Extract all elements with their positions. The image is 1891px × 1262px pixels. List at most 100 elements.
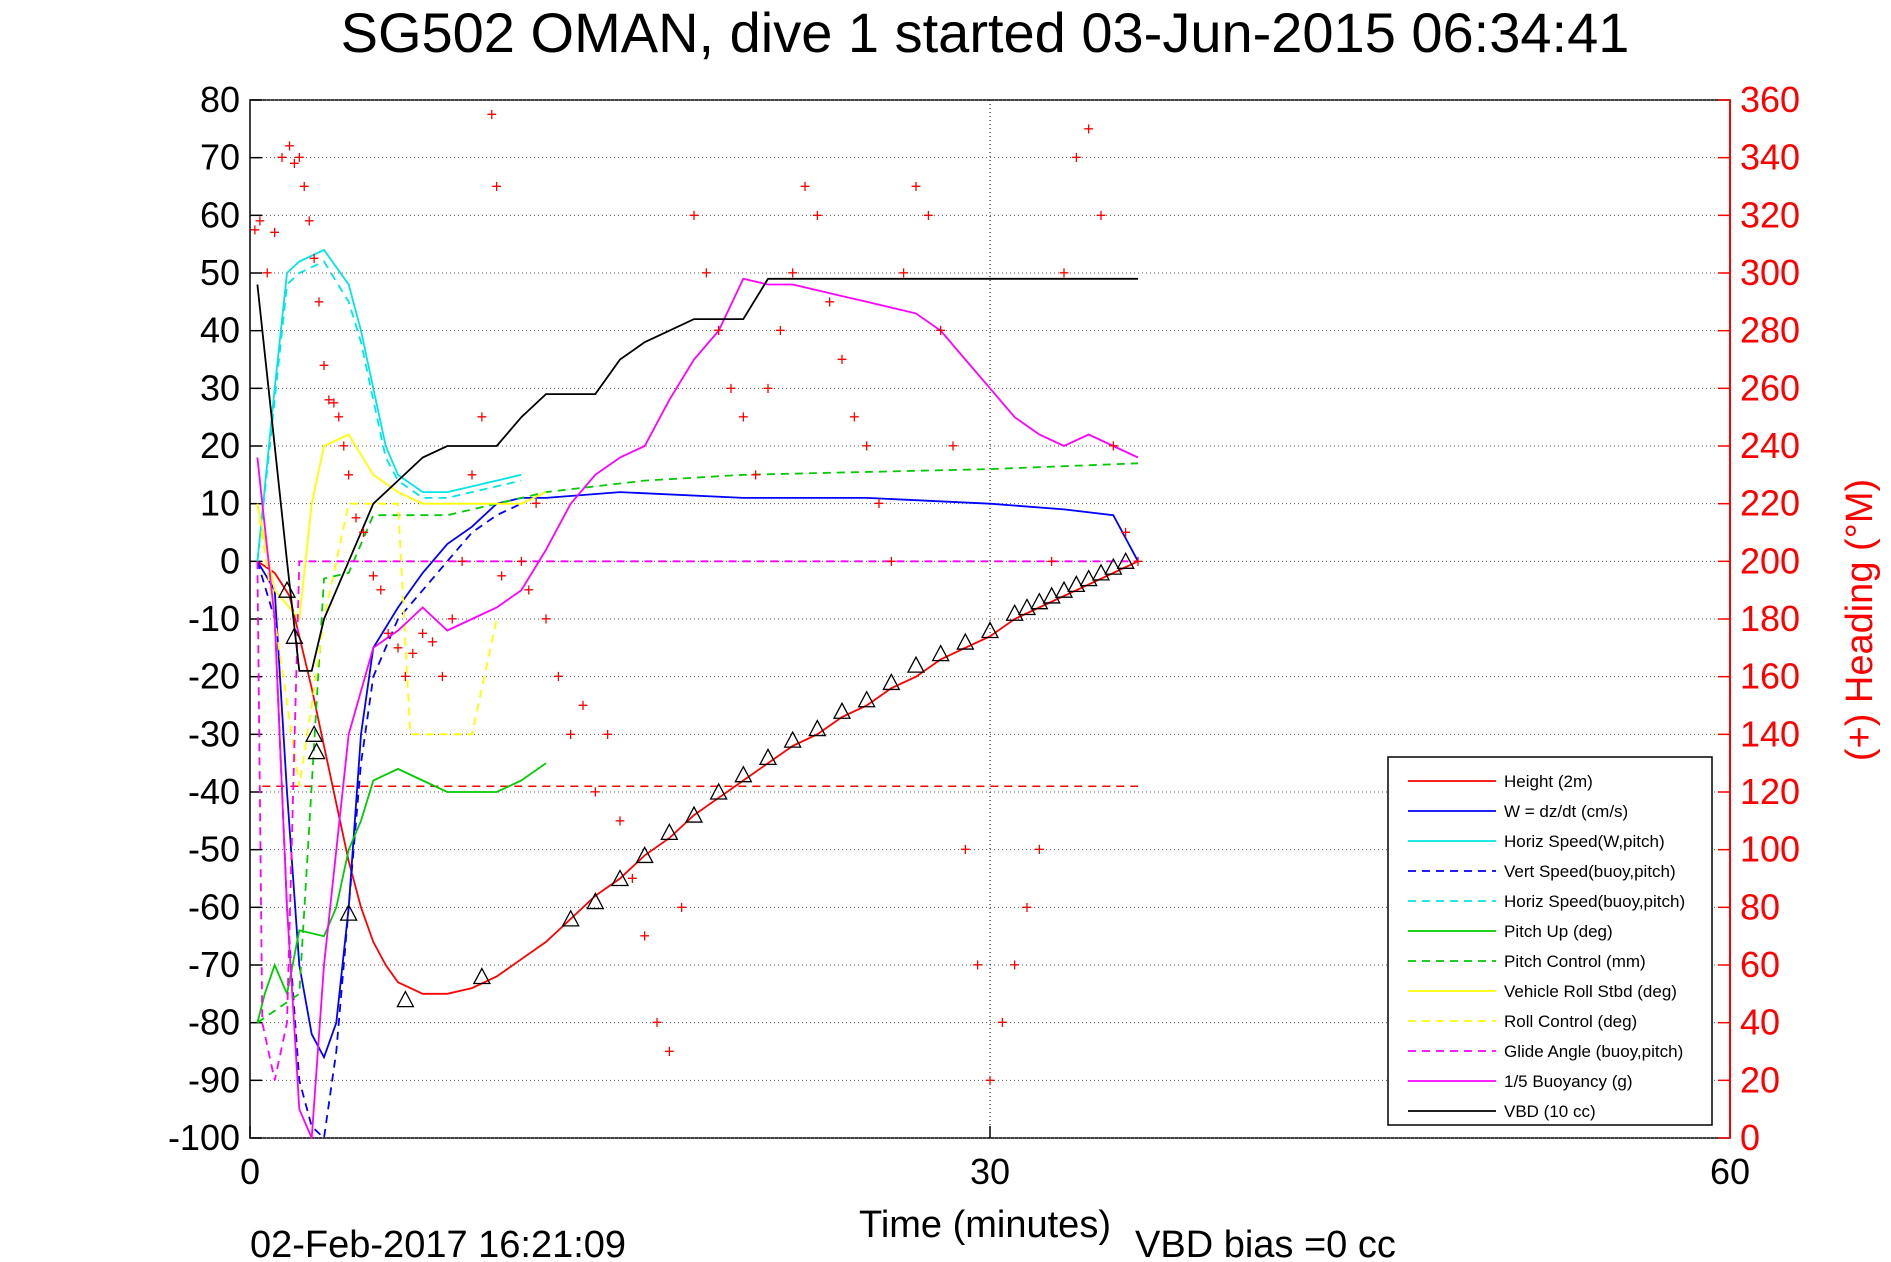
- heading-point: +: [812, 205, 823, 225]
- heading-point: +: [437, 667, 448, 687]
- series-line: [256, 560, 1139, 995]
- triangle-marker: [561, 909, 580, 927]
- heading-point: +: [400, 667, 411, 687]
- series-line: [256, 762, 547, 1023]
- heading-point: +: [824, 292, 835, 312]
- legend-label: Height (2m): [1504, 772, 1593, 791]
- heading-point: +: [368, 566, 379, 586]
- triangle-marker: [808, 719, 827, 737]
- heading-point: +: [615, 811, 626, 831]
- heading-point: +: [1096, 205, 1107, 225]
- heading-point: +: [837, 350, 848, 370]
- y-tick-label: -10: [188, 598, 240, 639]
- heading-point: +: [314, 292, 325, 312]
- x-tick-label: 30: [970, 1151, 1010, 1192]
- heading-point: +: [750, 465, 761, 485]
- triangle-marker: [956, 632, 975, 650]
- legend-label: Roll Control (deg): [1504, 1012, 1637, 1031]
- heading-point: +: [726, 378, 737, 398]
- right-tick-label: 180: [1740, 598, 1800, 639]
- footer-timestamp: 02-Feb-2017 16:21:09: [250, 1224, 626, 1262]
- heading-point: +: [763, 378, 774, 398]
- triangle-marker: [307, 742, 326, 760]
- y-tick-label: -60: [188, 886, 240, 927]
- heading-point: +: [627, 869, 638, 889]
- right-tick-label: 360: [1740, 79, 1800, 120]
- y-tick-label: 0: [220, 540, 240, 581]
- heading-point: +: [1046, 551, 1057, 571]
- left-axis-ticks: 80 70 60 50 40 30 20 10 0 -10 -20 -30 -40 -50 -60 -70 -8…: [168, 79, 262, 1158]
- heading-point: +: [861, 436, 872, 456]
- y-tick-label: -80: [188, 1002, 240, 1043]
- heading-point: +: [1133, 551, 1144, 571]
- legend: Height (2m) W = dz/dt (cm/s) Horiz Speed(W…: [1387, 756, 1713, 1126]
- heading-point: +: [578, 696, 589, 716]
- legend-label: Horiz Speed(buoy,pitch): [1504, 892, 1685, 911]
- y-tick-label: -40: [188, 771, 240, 812]
- heading-point: +: [553, 667, 564, 687]
- right-tick-label: 160: [1740, 656, 1800, 697]
- heading-point: +: [565, 724, 576, 744]
- triangle-marker: [882, 673, 901, 691]
- y-tick-label: -70: [188, 944, 240, 985]
- right-tick-label: 340: [1740, 137, 1800, 178]
- y-tick-label: 60: [200, 194, 240, 235]
- triangle-marker: [305, 724, 324, 742]
- heading-point: +: [652, 1013, 663, 1033]
- heading-point: +: [467, 465, 478, 485]
- triangle-marker: [1116, 551, 1135, 569]
- triangle-marker: [1079, 569, 1098, 587]
- x-tick-label: 60: [1710, 1151, 1750, 1192]
- x-tick-label: 0: [240, 1151, 260, 1192]
- heading-point: +: [447, 609, 458, 629]
- heading-point: +: [250, 220, 261, 240]
- heading-point: +: [935, 321, 946, 341]
- triangle-marker: [1017, 598, 1037, 616]
- y-tick-label: 30: [200, 367, 240, 408]
- heading-point: +: [427, 632, 438, 652]
- heading-point: +: [496, 566, 507, 586]
- triangle-marker: [758, 748, 778, 766]
- right-tick-label: 280: [1740, 310, 1800, 351]
- heading-point: +: [1059, 263, 1070, 283]
- heading-point: +: [972, 955, 983, 975]
- series-line: [256, 248, 522, 562]
- right-axis-label: (+) Heading (°M): [1839, 479, 1881, 761]
- y-tick-label: -20: [188, 656, 240, 697]
- legend-label: Vehicle Roll Stbd (deg): [1504, 982, 1677, 1001]
- heading-point: +: [849, 407, 860, 427]
- triangle-marker: [857, 690, 876, 708]
- right-tick-label: 20: [1740, 1059, 1780, 1100]
- triangle-marker: [1005, 603, 1024, 621]
- heading-point: +: [531, 494, 542, 514]
- heading-point: +: [1009, 955, 1020, 975]
- right-tick-label: 0: [1740, 1117, 1760, 1158]
- heading-point: +: [541, 609, 552, 629]
- triangle-marker: [635, 846, 654, 864]
- heading-point: +: [787, 263, 798, 283]
- heading-point: +: [985, 1070, 996, 1090]
- heading-point: +: [516, 551, 527, 571]
- triangle-marker: [586, 892, 605, 910]
- right-tick-label: 120: [1740, 771, 1800, 812]
- heading-point: +: [676, 897, 687, 917]
- legend-label: Pitch Control (mm): [1504, 952, 1646, 971]
- footer-vbd-bias: VBD bias =0 cc: [1135, 1224, 1396, 1262]
- right-tick-label: 300: [1740, 252, 1800, 293]
- right-tick-label: 200: [1740, 540, 1800, 581]
- series-layer: [256, 248, 1139, 1140]
- triangle-marker: [931, 644, 950, 662]
- triangle-marker: [1104, 557, 1123, 575]
- triangle-marker: [783, 730, 802, 748]
- right-tick-label: 100: [1740, 829, 1800, 870]
- right-tick-label: 220: [1740, 483, 1800, 524]
- heading-point: +: [334, 407, 345, 427]
- triangle-marker: [285, 626, 304, 644]
- series-line: [256, 277, 1138, 672]
- heading-point: +: [309, 249, 320, 269]
- heading-point: +: [800, 177, 811, 197]
- triangle-marker: [396, 990, 415, 1008]
- legend-label: Vert Speed(buoy,pitch): [1504, 862, 1676, 881]
- y-tick-label: 70: [200, 137, 240, 178]
- heading-point: +: [1034, 840, 1045, 860]
